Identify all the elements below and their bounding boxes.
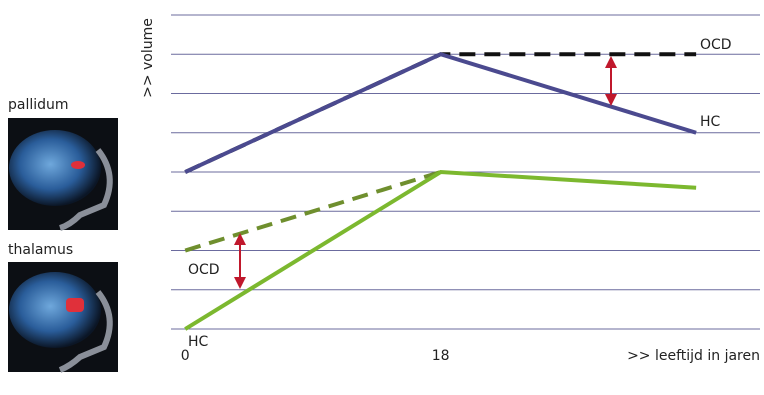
- x-tick-label: 0: [181, 348, 190, 364]
- series-label: OCD: [188, 262, 220, 278]
- x-axis-label: >> leeftijd in jaren: [627, 348, 760, 364]
- y-axis-label: >> volume: [140, 18, 156, 98]
- series-line: [185, 54, 696, 172]
- panel-label: pallidum: [8, 97, 69, 113]
- series-line: [185, 54, 696, 172]
- brain-image: [8, 262, 118, 372]
- x-tick-label: 18: [432, 348, 450, 364]
- series-label: HC: [188, 334, 209, 350]
- series-label: HC: [700, 114, 721, 130]
- series-label: OCD: [700, 37, 732, 53]
- chart: pallidum thalamus >> volume >> leeftijd …: [0, 0, 764, 391]
- brain-image: [8, 118, 118, 230]
- panel-label: thalamus: [8, 242, 73, 258]
